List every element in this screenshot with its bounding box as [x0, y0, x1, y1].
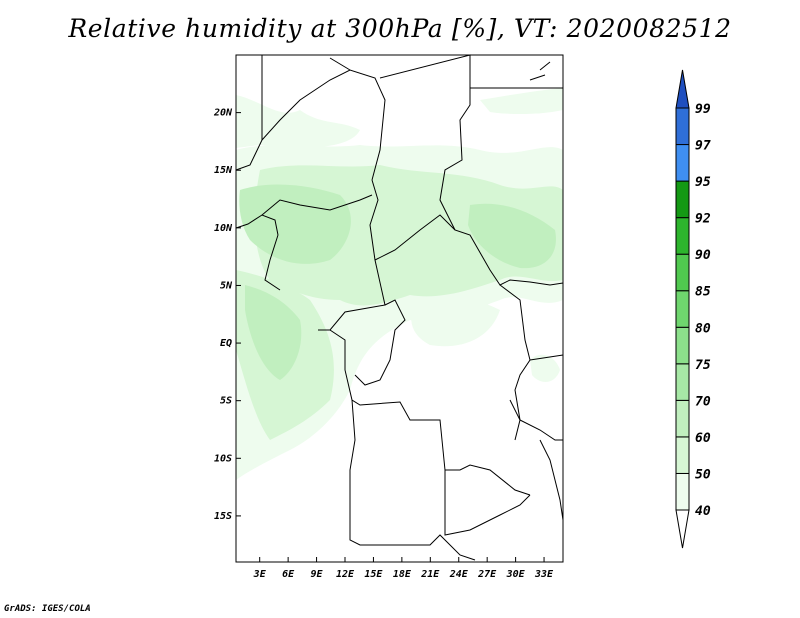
map-title: Relative humidity at 300hPa [%], VT: 202… — [68, 14, 732, 43]
colorbar: 40 50 60 70 75 80 85 90 92 95 97 99 — [675, 69, 711, 549]
colorbar-segment — [675, 107, 690, 146]
colorbar-segment — [675, 436, 690, 474]
lon-tick-label: 9E — [311, 569, 324, 580]
colorbar-label: 99 — [695, 102, 711, 117]
shading-light-ne — [480, 88, 563, 115]
colorbar-label: 80 — [695, 321, 711, 336]
map-frame — [235, 54, 564, 563]
lon-tick-label: 15E — [364, 569, 383, 580]
lat-tick-label: 5S — [220, 396, 232, 407]
lat-tick-label: 10S — [214, 453, 232, 464]
lon-tick-label: 30E — [506, 569, 526, 580]
lon-tick-label: 24E — [449, 569, 469, 580]
colorbar-lower-arrow — [675, 509, 690, 549]
shading-dark-west — [239, 184, 351, 264]
colorbar-label: 95 — [695, 175, 711, 190]
colorbar-segment — [675, 217, 690, 255]
colorbar-label: 50 — [695, 467, 711, 482]
colorbar-label: 60 — [695, 431, 711, 446]
longitude-ticks: 3E 6E 9E 12E 15E 18E 21E 24E 27E 30E 33E — [253, 557, 554, 580]
colorbar-segment — [675, 253, 690, 292]
footer-credit: GrADS: IGES/COLA — [4, 604, 91, 614]
lat-tick-label: 15N — [214, 165, 233, 176]
humidity-shading — [236, 88, 563, 480]
lon-tick-label: 33E — [534, 569, 554, 580]
colorbar-segment — [675, 180, 690, 219]
colorbar-segment — [675, 399, 690, 438]
colorbar-segment — [675, 472, 690, 511]
shading-dark-gulf — [245, 285, 302, 380]
shading-light-top — [236, 95, 360, 148]
lat-tick-label: 15S — [214, 511, 232, 522]
colorbar-label: 97 — [695, 139, 711, 154]
colorbar-label: 92 — [695, 212, 711, 227]
lon-tick-label: 3E — [253, 569, 267, 580]
latitude-ticks: 20N 15N 10N 5N EQ 5S 10S 15S — [213, 108, 241, 522]
lon-tick-label: 27E — [477, 569, 497, 580]
lat-tick-label: 10N — [214, 223, 233, 234]
lat-tick-label: EQ — [220, 338, 232, 349]
colorbar-label: 85 — [695, 285, 711, 300]
colorbar-segment — [675, 326, 690, 365]
lon-tick-label: 12E — [336, 569, 355, 580]
colorbar-label: 90 — [695, 248, 711, 263]
shading-light-east — [530, 354, 560, 382]
shading-dark-east — [468, 203, 556, 269]
colorbar-label: 70 — [695, 394, 711, 409]
shading-light-center — [411, 295, 500, 347]
colorbar-label: 40 — [695, 504, 711, 519]
lon-tick-label: 18E — [393, 569, 412, 580]
lat-tick-label: 20N — [213, 108, 233, 119]
country-borders — [235, 54, 564, 561]
colorbar-upper-arrow — [675, 69, 690, 109]
colorbar-segment — [675, 290, 690, 328]
colorbar-label: 75 — [695, 358, 711, 373]
lat-tick-label: 5N — [220, 280, 233, 291]
lon-tick-label: 6E — [282, 569, 295, 580]
colorbar-segment — [675, 363, 690, 401]
colorbar-segment — [675, 144, 690, 182]
lon-tick-label: 21E — [420, 569, 440, 580]
